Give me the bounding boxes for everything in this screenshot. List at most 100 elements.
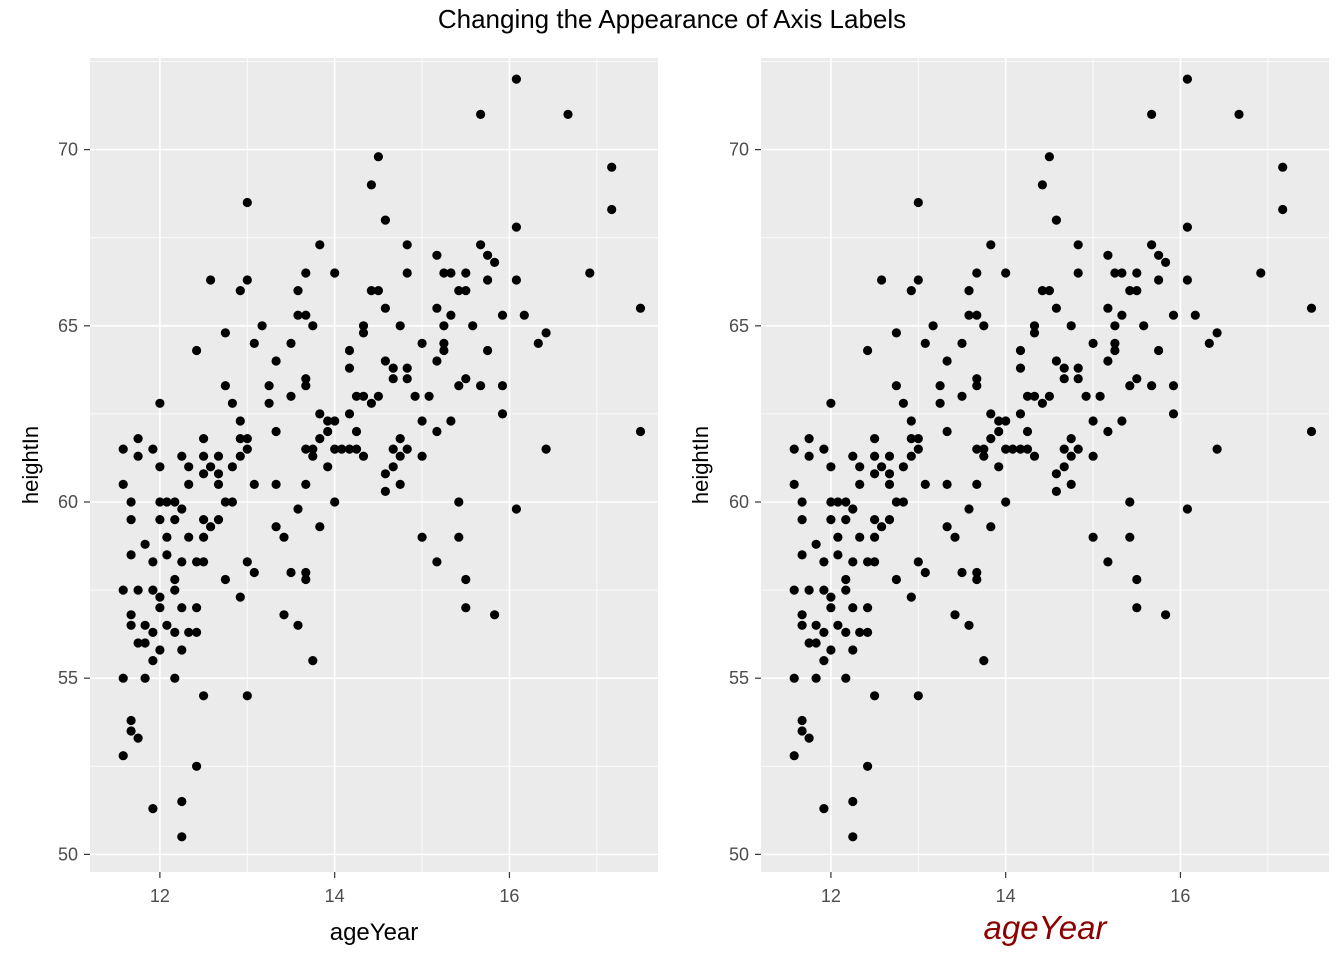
data-point <box>235 434 245 444</box>
data-point <box>913 444 923 454</box>
panel-background <box>761 58 1329 872</box>
data-point <box>323 426 333 437</box>
data-point <box>126 620 136 630</box>
data-point <box>511 74 521 84</box>
y-axis-label: heightIn <box>18 426 43 504</box>
data-point <box>797 715 807 726</box>
data-point <box>344 345 355 356</box>
data-point <box>884 469 895 479</box>
data-point <box>249 338 259 348</box>
data-point <box>140 673 150 683</box>
data-point <box>192 761 202 771</box>
data-point <box>301 444 311 454</box>
data-point <box>227 462 237 472</box>
data-point <box>935 381 945 391</box>
data-point <box>804 451 814 461</box>
data-point <box>1139 321 1149 331</box>
data-point <box>972 374 982 384</box>
data-point <box>140 539 150 549</box>
data-point <box>170 497 180 507</box>
data-point <box>833 620 843 630</box>
data-point <box>213 515 224 525</box>
data-point <box>148 585 158 595</box>
data-point <box>242 275 252 285</box>
data-point <box>301 268 311 278</box>
figure-title: Changing the Appearance of Axis Labels <box>437 4 907 34</box>
data-point <box>1110 345 1120 356</box>
data-point <box>898 462 909 472</box>
data-point <box>184 479 194 489</box>
data-point <box>877 275 887 285</box>
data-point <box>789 751 799 761</box>
data-point <box>826 592 836 602</box>
data-point <box>1059 363 1069 373</box>
data-point <box>585 268 595 278</box>
data-point <box>891 497 902 507</box>
data-point <box>1029 451 1040 461</box>
data-point <box>155 398 165 408</box>
data-point <box>344 444 355 454</box>
data-point <box>607 162 617 172</box>
data-point <box>1037 398 1047 408</box>
data-point <box>972 479 982 489</box>
data-point <box>819 656 829 666</box>
data-point <box>1001 268 1011 278</box>
data-point <box>358 328 369 338</box>
data-point <box>1117 416 1127 426</box>
data-point <box>1278 162 1288 172</box>
data-point <box>1306 303 1317 313</box>
data-point <box>848 796 858 807</box>
data-point <box>380 486 390 496</box>
data-point <box>1125 381 1135 391</box>
data-point <box>1110 338 1120 348</box>
plot-panel-1: 12 14 16 50 55 60 65 70 ageYear heightIn <box>18 58 658 946</box>
data-point <box>884 515 895 525</box>
data-point <box>148 804 158 814</box>
data-point <box>213 479 224 489</box>
data-point <box>994 426 1004 437</box>
data-point <box>148 627 158 638</box>
data-point <box>133 451 143 461</box>
data-point <box>1051 215 1061 225</box>
data-point <box>293 504 303 514</box>
x-tick-label: 14 <box>996 886 1016 906</box>
data-point <box>177 796 187 807</box>
data-point <box>388 462 398 472</box>
data-point <box>148 444 158 454</box>
data-point <box>155 515 165 525</box>
data-point <box>541 328 551 338</box>
data-point <box>286 391 296 401</box>
data-point <box>177 832 187 842</box>
data-point <box>118 673 128 683</box>
data-point <box>607 204 617 215</box>
data-point <box>380 356 390 366</box>
data-point <box>920 479 930 489</box>
data-point <box>898 398 909 408</box>
data-point <box>811 673 821 683</box>
data-point <box>1051 469 1061 479</box>
data-point <box>192 345 202 356</box>
data-point <box>1044 152 1054 162</box>
data-point <box>315 522 325 532</box>
data-point <box>1103 426 1113 437</box>
data-point <box>870 451 880 461</box>
data-point <box>972 381 982 391</box>
data-point <box>789 479 799 489</box>
data-point <box>206 522 216 532</box>
data-point <box>804 733 814 743</box>
y-tick-label: 65 <box>729 316 749 336</box>
data-point <box>1088 532 1098 542</box>
data-point <box>1037 180 1047 190</box>
data-point <box>979 451 989 461</box>
data-point <box>1154 250 1164 260</box>
data-point <box>206 275 216 285</box>
data-point <box>490 257 500 267</box>
data-point <box>162 620 172 630</box>
data-point <box>964 310 974 320</box>
data-point <box>563 109 573 119</box>
data-point <box>461 603 471 613</box>
data-point <box>271 356 281 366</box>
data-point <box>819 444 829 454</box>
data-point <box>797 550 807 560</box>
data-point <box>358 451 369 461</box>
